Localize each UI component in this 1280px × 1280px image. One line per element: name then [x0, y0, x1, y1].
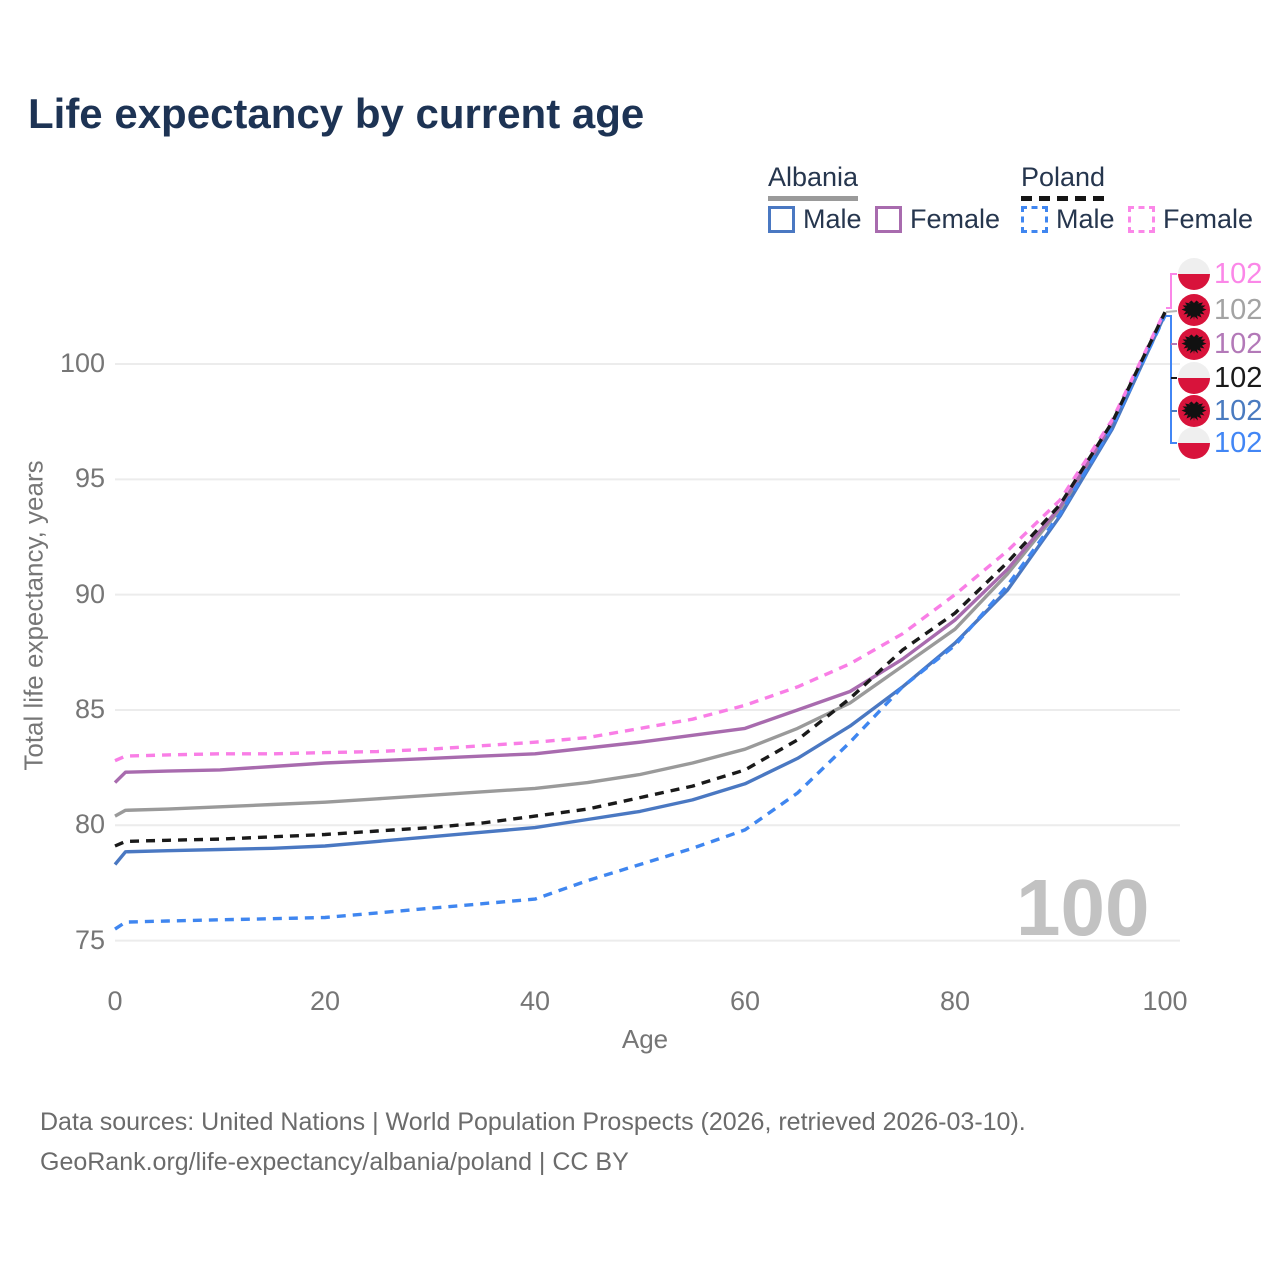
series-line-poland-male[interactable] [114, 314, 1167, 931]
x-tick-80: 80 [939, 986, 971, 1016]
x-axis-title: Age [621, 1024, 669, 1054]
end-value-albania-total: 102 [1214, 294, 1263, 326]
end-value-poland-female: 102 [1214, 258, 1263, 290]
y-tick-90: 90 [74, 578, 105, 609]
albania-flag-icon [1178, 395, 1210, 427]
poland-male-swatch-icon [1021, 206, 1048, 233]
albania-flag-icon [1178, 328, 1210, 360]
end-value-poland-total: 102 [1214, 362, 1263, 394]
legend-item-albania-female[interactable]: Female [875, 204, 1000, 235]
y-tick-75: 75 [74, 924, 105, 955]
legend-title-poland: Poland [1021, 162, 1106, 192]
x-tick-20: 20 [309, 986, 341, 1016]
poland-flag-icon [1178, 258, 1210, 290]
end-label-connector [1166, 273, 1177, 309]
attribution-link-text[interactable]: GeoRank.org/life-expectancy/albania/pola… [40, 1148, 629, 1176]
series-line-poland-total[interactable] [114, 311, 1167, 848]
data-sources-text: Data sources: United Nations | World Pop… [40, 1108, 1026, 1136]
albania-flag-icon [1178, 294, 1210, 326]
poland-flag-icon [1178, 427, 1210, 459]
y-tick-95: 95 [74, 463, 105, 494]
legend-item-albania-male[interactable]: Male [768, 204, 862, 235]
hover-age-watermark: 100 [1016, 863, 1150, 952]
end-label-connector [1165, 310, 1178, 313]
y-tick-80: 80 [74, 809, 105, 840]
legend-title-albania: Albania [768, 162, 859, 192]
end-value-albania-female: 102 [1214, 328, 1263, 360]
legend-item-poland-female[interactable]: Female [1128, 204, 1253, 235]
series-line-albania-total[interactable] [114, 312, 1167, 818]
page-title: Life expectancy by current age [28, 90, 645, 137]
y-tick-100: 100 [59, 348, 105, 378]
series-line-poland-female[interactable] [114, 310, 1167, 763]
legend-group-albania: Albania [768, 162, 859, 201]
legend-label-albania-male: Male [803, 204, 862, 234]
albania-solid-line-sample [768, 196, 859, 201]
x-tick-60: 60 [729, 986, 761, 1016]
legend-item-poland-male[interactable]: Male [1021, 204, 1115, 235]
x-tick-100: 100 [1142, 986, 1188, 1016]
x-tick-0: 0 [107, 986, 123, 1016]
series-line-albania-male[interactable] [113, 313, 1167, 866]
legend-label-albania-female: Female [910, 204, 1001, 234]
poland-flag-icon [1178, 362, 1210, 394]
legend-label-poland-male: Male [1056, 204, 1115, 234]
poland-female-swatch-icon [1128, 206, 1155, 233]
albania-male-swatch-icon [768, 206, 795, 233]
end-label-connector [1166, 315, 1177, 444]
end-value-poland-male: 102 [1214, 427, 1263, 459]
series-line-albania-female[interactable] [113, 312, 1167, 784]
poland-dashed-line-sample [1021, 196, 1106, 201]
end-value-albania-male: 102 [1214, 395, 1263, 427]
y-tick-85: 85 [74, 693, 105, 724]
x-tick-40: 40 [519, 986, 551, 1016]
albania-female-swatch-icon [875, 206, 902, 233]
legend-label-poland-female: Female [1163, 204, 1254, 234]
legend-group-poland: Poland [1021, 162, 1106, 201]
